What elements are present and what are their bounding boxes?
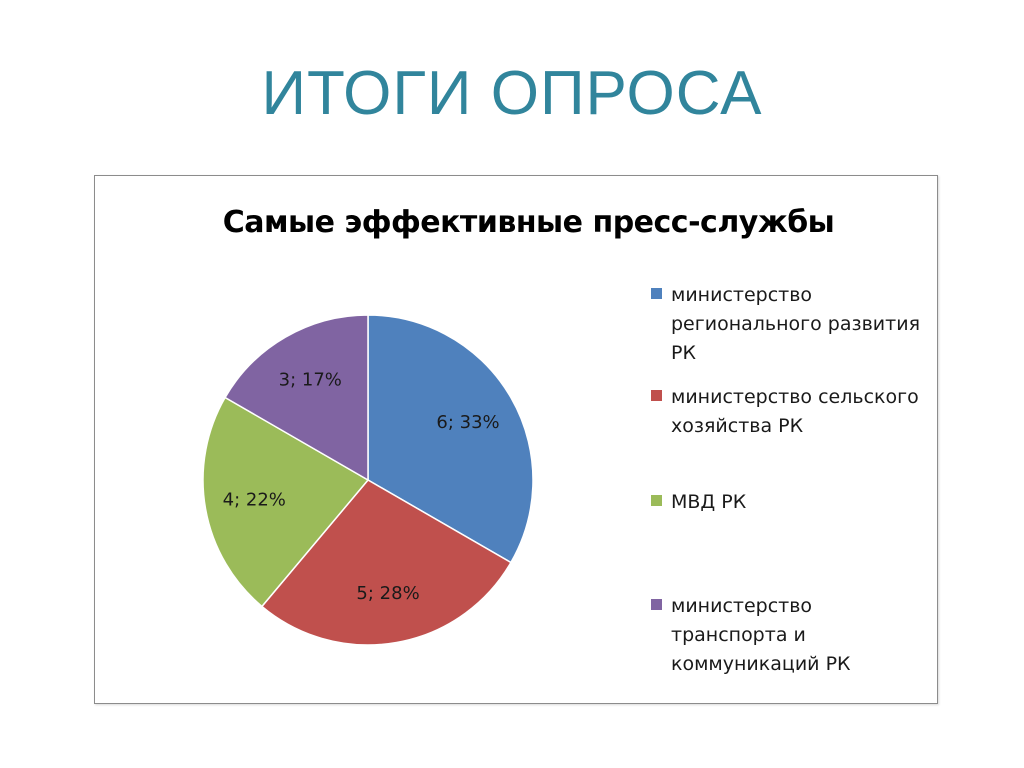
pie-slice-regional-development bbox=[367, 314, 534, 564]
data-label-agriculture: 5; 28% bbox=[356, 583, 419, 604]
data-label-transport: 3; 17% bbox=[279, 369, 342, 390]
legend-label-agriculture: министерство сельского хозяйства РК bbox=[671, 386, 919, 437]
pie-slice-transport bbox=[224, 314, 369, 482]
legend-swatch-transport bbox=[651, 599, 662, 610]
pie-slice-agriculture bbox=[260, 479, 512, 646]
data-label-mvd: 4; 22% bbox=[223, 490, 286, 511]
data-label-regional-development: 6; 33% bbox=[436, 412, 499, 433]
legend-label-regional-development: министерство регионального развития РК bbox=[671, 284, 921, 364]
legend-swatch-agriculture bbox=[651, 390, 662, 401]
pie-chart: 6; 33% 5; 28% 4; 22% 3; 17% bbox=[202, 314, 534, 646]
legend-swatch-mvd bbox=[651, 495, 662, 506]
legend-swatch-regional-development bbox=[651, 288, 662, 299]
legend-label-mvd: МВД РК bbox=[671, 491, 747, 513]
pie-slice-mvd bbox=[202, 396, 370, 608]
legend-label-transport: министерство транспорта и коммуникаций Р… bbox=[671, 595, 851, 675]
chart-frame: Самые эффективные пресс-службы 6; 33% 5; … bbox=[94, 175, 938, 704]
slide-title: ИТОГИ ОПРОСА bbox=[261, 59, 763, 128]
chart-title: Самые эффективные пресс-службы bbox=[222, 205, 835, 240]
